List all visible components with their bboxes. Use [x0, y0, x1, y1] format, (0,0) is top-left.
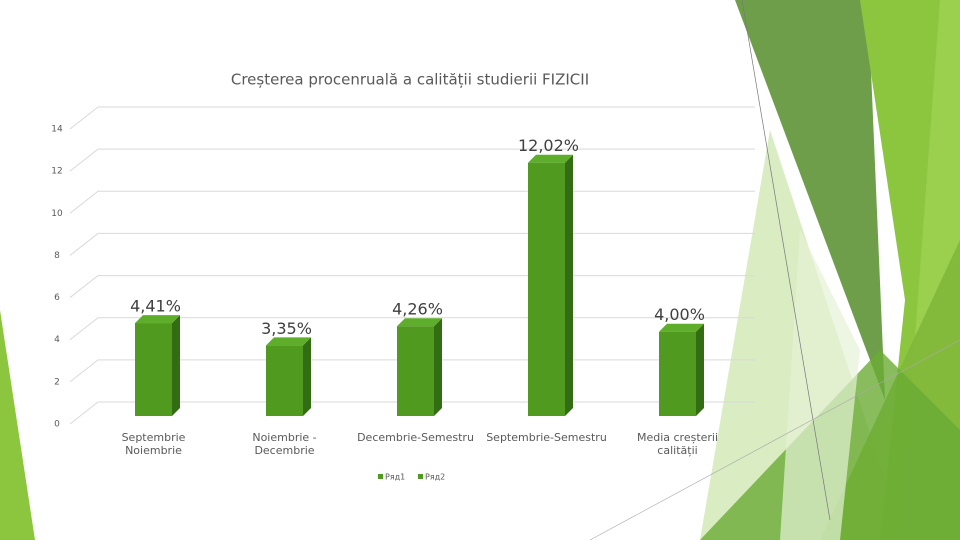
- bar-top: [659, 323, 704, 332]
- bar: [528, 154, 573, 416]
- bar: [659, 323, 704, 416]
- bar-top: [135, 315, 180, 324]
- x-tick-line: Noiembrie: [125, 444, 182, 457]
- y-tick-label: 4: [54, 335, 60, 345]
- bar: [135, 315, 180, 416]
- y-tick-label: 6: [54, 293, 60, 303]
- data-label: 4,41%: [130, 297, 181, 316]
- y-tick-label: 2: [54, 377, 60, 387]
- bar: [266, 337, 311, 416]
- x-tick-line: Septembrie: [122, 431, 186, 444]
- x-tick-line: Media creșterii: [637, 431, 718, 444]
- bar-front: [659, 331, 696, 416]
- y-tick-label: 14: [51, 125, 63, 135]
- x-tick-label: Decembrie-Semestru: [357, 431, 474, 444]
- bar-front: [135, 323, 172, 416]
- x-tick-line: Septembrie-Semestru: [486, 431, 607, 444]
- bar-side: [434, 318, 442, 416]
- grid-line: [69, 106, 755, 130]
- x-tick-line: Decembrie: [254, 444, 314, 457]
- x-tick-label: Noiembrie -Decembrie: [252, 431, 316, 457]
- bar-top: [397, 318, 442, 327]
- x-tick-label: Media creșterii calității: [637, 431, 718, 457]
- grid-line: [69, 232, 755, 256]
- bar-front: [266, 345, 303, 416]
- data-label: 12,02%: [518, 136, 579, 155]
- grid-line: [69, 190, 755, 214]
- y-tick-label: 8: [54, 251, 60, 261]
- bar-top: [266, 337, 311, 346]
- data-label: 3,35%: [261, 319, 312, 338]
- data-label: 4,00%: [654, 305, 705, 324]
- grid-line: [69, 275, 755, 298]
- bar-side: [303, 337, 311, 416]
- legend-swatch: [378, 474, 383, 479]
- bar: [397, 318, 442, 416]
- legend-label: Ряд1: [385, 473, 405, 482]
- x-tick-label: Septembrie Noiembrie: [122, 431, 186, 457]
- grid-line: [69, 148, 755, 172]
- x-tick-line: Decembrie-Semestru: [357, 431, 474, 444]
- bar-front: [528, 162, 565, 416]
- y-tick-label: 12: [51, 167, 62, 177]
- x-tick-line: calității: [657, 444, 697, 457]
- bar-front: [397, 326, 434, 416]
- x-tick-label: Septembrie-Semestru: [486, 431, 607, 444]
- x-tick-line: Noiembrie -: [252, 431, 316, 444]
- y-tick-label: 0: [54, 420, 60, 430]
- bar-side: [172, 315, 180, 416]
- legend-label: Ряд2: [425, 473, 445, 482]
- y-tick-label: 10: [51, 209, 63, 219]
- chart-title: Creșterea procenruală a calității studie…: [231, 71, 589, 89]
- legend-swatch: [418, 474, 423, 479]
- bar-top: [528, 154, 573, 163]
- bar-side: [565, 154, 573, 416]
- bar-side: [696, 323, 704, 416]
- data-label: 4,26%: [392, 300, 443, 319]
